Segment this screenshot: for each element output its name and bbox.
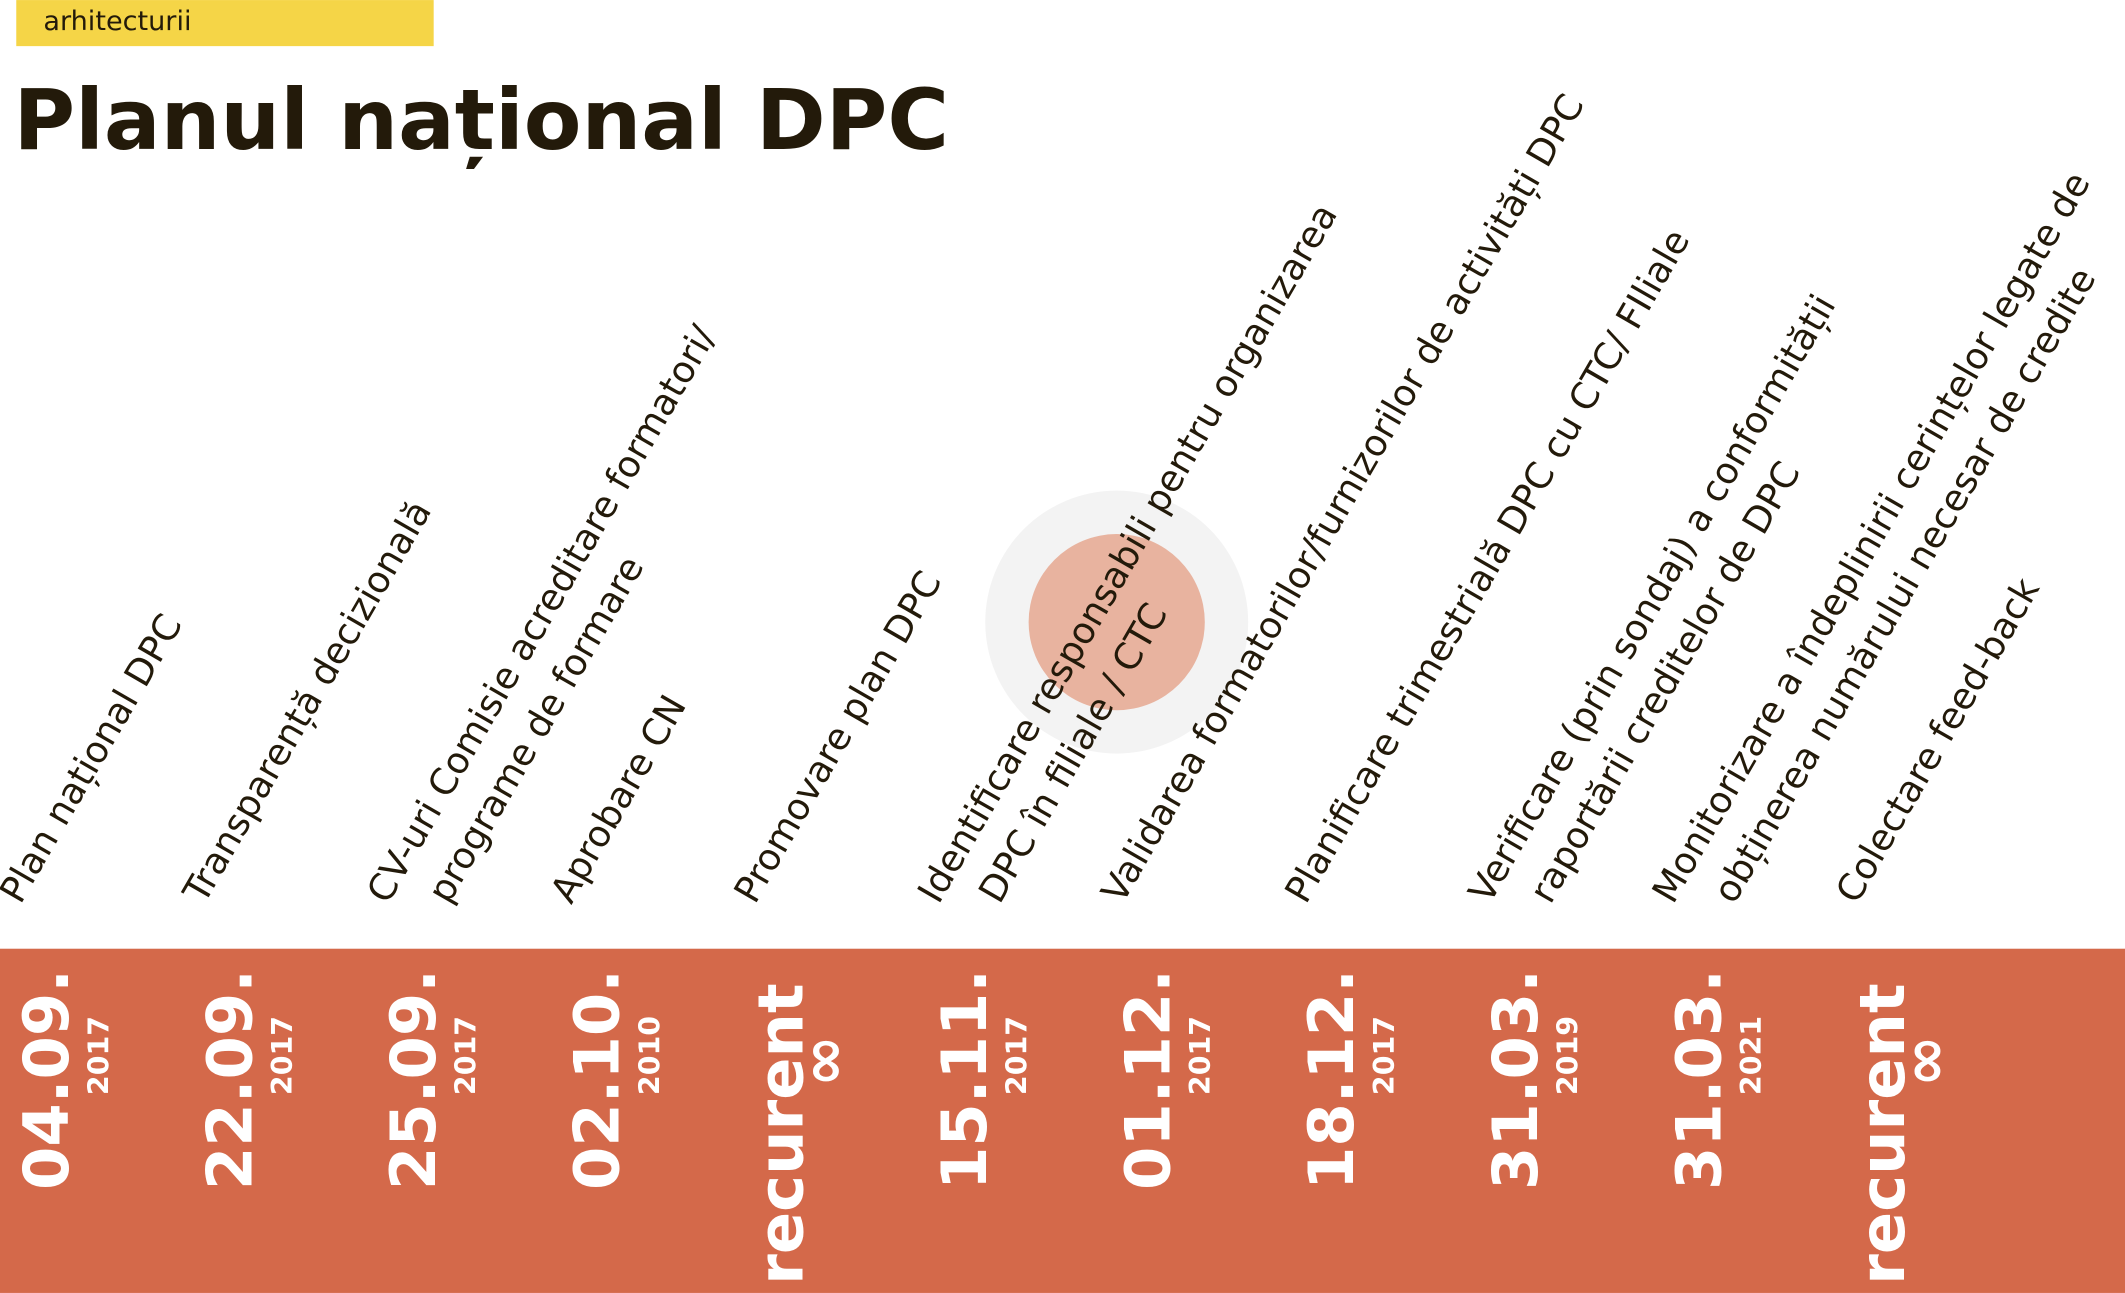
step-date: 31.03.	[1662, 969, 1735, 1190]
step-date: 18.12.	[1295, 969, 1368, 1190]
step-year: 2017	[450, 1016, 483, 1095]
step-year: 2021	[1735, 1016, 1768, 1095]
recurrent-symbol: ∞	[786, 1035, 859, 1087]
step-year: 2010	[633, 1016, 666, 1095]
step-label: CV-uri Comisie acreditare formatori/	[358, 318, 725, 910]
step-date: 31.03.	[1479, 969, 1552, 1190]
date-band	[0, 948, 2125, 1293]
step-date: 15.11.	[928, 969, 1001, 1190]
step-label: Identificare responsabili pentru organiz…	[909, 196, 1346, 910]
step-label: Planificare trimestrială DPC cu CTC/ FIl…	[1276, 222, 1698, 910]
step-year: 2017	[82, 1016, 115, 1095]
step-date: 25.09.	[377, 969, 450, 1190]
step-year: 2019	[1551, 1016, 1584, 1095]
step-label: Promovare plan DPC	[725, 564, 950, 910]
step-date: 01.12.	[1112, 969, 1185, 1190]
step-date: 22.09.	[193, 969, 266, 1190]
step-year: 2017	[1184, 1016, 1217, 1095]
tag-background	[16, 0, 434, 47]
step-year: 2017	[266, 1016, 299, 1095]
step-date: 02.10.	[561, 969, 634, 1190]
tag: arhitecturii	[43, 6, 191, 37]
recurrent-symbol: ∞	[1888, 1035, 1961, 1087]
step-year: 2017	[1368, 1016, 1401, 1095]
title: Planul național DPC	[14, 71, 949, 169]
step-label: Plan național DPC	[0, 607, 191, 910]
step-year: 2017	[1001, 1016, 1034, 1095]
step-date: recurent	[744, 983, 817, 1285]
step-date: 04.09.	[10, 969, 83, 1190]
highlight-dot	[1028, 534, 1205, 711]
step-date: recurent	[1846, 983, 1919, 1285]
